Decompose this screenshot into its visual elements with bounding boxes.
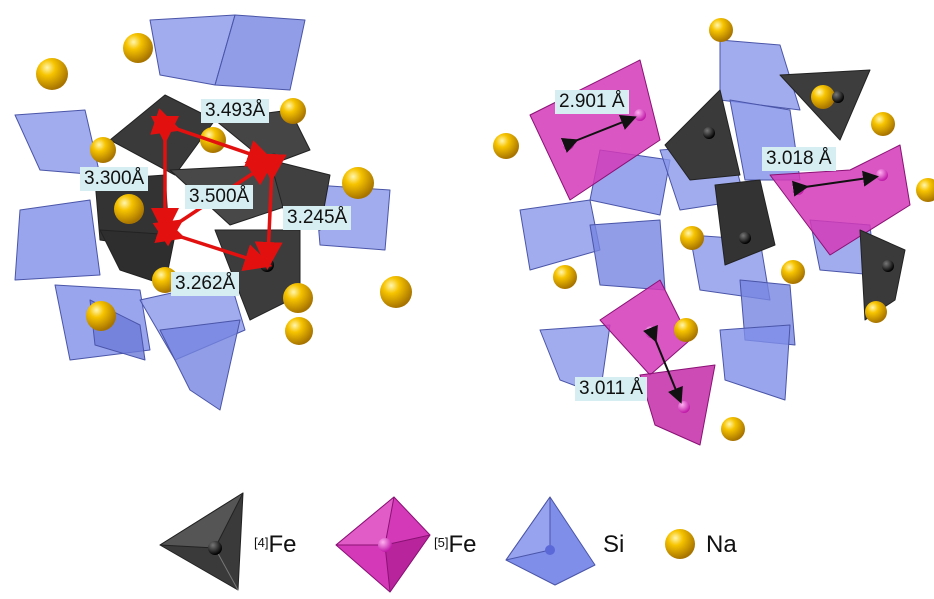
legend-na-label: Na (706, 531, 737, 558)
distance-label-3018: 3.018 Å (762, 147, 836, 171)
legend-si-label: Si (603, 531, 625, 558)
si-tetrahedron-icon (505, 496, 596, 586)
distance-label-3300: 3.300Å (80, 167, 149, 191)
right-fe4-tetrahedra (664, 69, 906, 321)
legend-fe4-label: [4]Fe (254, 531, 297, 558)
left-structure (14, 14, 412, 411)
right-distance-arrows (560, 114, 879, 404)
legend-icons (159, 492, 695, 593)
distance-label-3262: 3.262Å (171, 272, 240, 296)
distance-label-3011: 3.011 Å (575, 377, 648, 401)
distance-label-2901: 2.901 Å (555, 90, 629, 114)
right-structure (493, 18, 934, 446)
na-sphere-icon (665, 529, 695, 559)
legend-fe5-label: [5]Fe (434, 531, 477, 558)
fe5-bipyramid-icon (335, 496, 431, 593)
distance-label-3493: 3.493Å (201, 99, 270, 123)
distance-label-3245: 3.245Å (283, 206, 352, 230)
distance-label-3500: 3.500Å (185, 185, 254, 209)
fe4-tetrahedron-icon (159, 492, 244, 591)
right-na-atoms (493, 18, 934, 441)
